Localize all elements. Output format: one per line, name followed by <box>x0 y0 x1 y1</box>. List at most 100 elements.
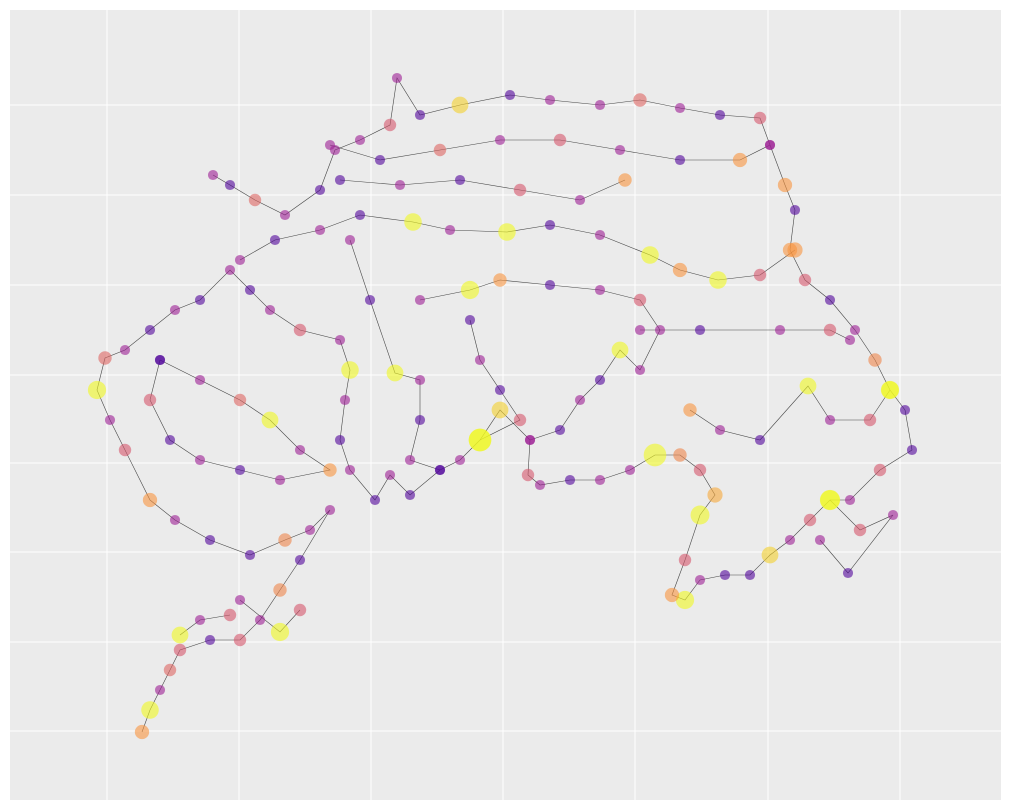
node <box>261 411 279 429</box>
node <box>678 553 692 567</box>
node <box>853 523 867 537</box>
edge-path <box>149 359 331 481</box>
node <box>849 324 861 336</box>
node <box>323 463 337 477</box>
node <box>594 99 606 111</box>
node <box>798 273 812 287</box>
node <box>386 364 404 382</box>
node <box>820 490 840 510</box>
node <box>354 134 366 146</box>
node <box>369 494 381 506</box>
node <box>384 469 396 481</box>
node <box>354 209 366 221</box>
node <box>719 569 731 581</box>
node <box>142 492 158 508</box>
node <box>223 608 237 622</box>
node <box>634 364 646 376</box>
node <box>134 724 150 740</box>
nodes <box>87 72 918 740</box>
node <box>824 414 836 426</box>
node <box>248 193 262 207</box>
node <box>87 380 107 400</box>
node <box>693 463 707 477</box>
node <box>383 118 397 132</box>
node <box>324 139 336 151</box>
node <box>732 152 748 168</box>
node <box>171 626 189 644</box>
node <box>154 354 166 366</box>
grid <box>10 10 1001 800</box>
node <box>707 487 723 503</box>
node <box>414 374 426 386</box>
node <box>881 381 899 399</box>
node <box>694 574 706 586</box>
node <box>844 494 856 506</box>
node <box>594 374 606 386</box>
node <box>868 353 882 367</box>
node <box>863 413 877 427</box>
node <box>194 454 206 466</box>
node <box>434 464 446 476</box>
node <box>690 505 710 525</box>
node <box>674 102 686 114</box>
node <box>789 204 801 216</box>
node <box>273 583 287 597</box>
node <box>314 224 326 236</box>
node <box>624 464 636 476</box>
node <box>274 474 286 486</box>
node <box>334 174 346 186</box>
node <box>614 144 626 156</box>
node <box>594 474 606 486</box>
node <box>534 479 546 491</box>
node <box>234 254 246 266</box>
node <box>293 323 307 337</box>
node <box>574 194 586 206</box>
node <box>709 271 727 289</box>
node <box>654 324 666 336</box>
node <box>524 434 536 446</box>
node <box>204 634 216 646</box>
node <box>224 179 236 191</box>
node <box>464 314 476 326</box>
node <box>494 134 506 146</box>
node <box>204 534 216 546</box>
node <box>554 424 566 436</box>
node <box>164 434 176 446</box>
node <box>887 509 899 521</box>
node <box>664 587 680 603</box>
node <box>118 443 132 457</box>
node <box>491 401 509 419</box>
node <box>194 614 206 626</box>
node <box>414 414 426 426</box>
node <box>264 304 276 316</box>
node <box>633 93 647 107</box>
node <box>404 454 416 466</box>
node <box>683 403 697 417</box>
node <box>394 179 406 191</box>
node <box>341 361 359 379</box>
node <box>675 590 695 610</box>
node <box>344 234 356 246</box>
node <box>451 96 469 114</box>
node <box>293 603 307 617</box>
node <box>814 534 826 546</box>
node <box>224 264 236 276</box>
node <box>233 633 247 647</box>
node <box>611 341 629 359</box>
node <box>784 534 796 546</box>
node <box>468 428 492 452</box>
node <box>154 684 166 696</box>
node <box>278 533 292 547</box>
node <box>873 463 887 477</box>
node <box>143 393 157 407</box>
node <box>544 94 556 106</box>
node <box>169 514 181 526</box>
node <box>564 474 576 486</box>
node <box>207 169 219 181</box>
node <box>753 111 767 125</box>
node <box>553 133 567 147</box>
node <box>294 444 306 456</box>
node <box>391 72 403 84</box>
node <box>433 143 447 157</box>
